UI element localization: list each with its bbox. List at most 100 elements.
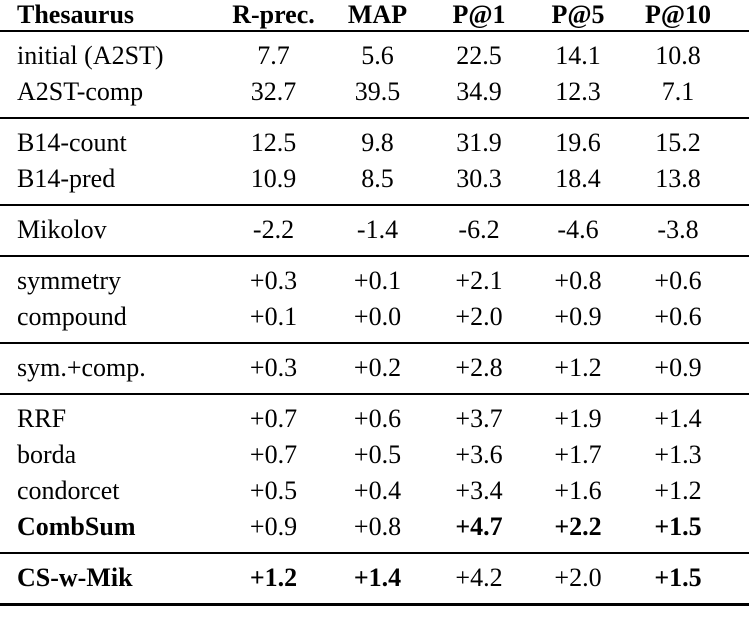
column-header-map: MAP [325,0,430,32]
value-cell: 9.8 [361,128,394,157]
table-row: B14-count 12.5 9.8 31.9 19.6 15.2 [0,118,749,161]
value-cell: +3.6 [455,440,503,469]
value-cell: 19.6 [555,128,601,157]
value-cell: 14.1 [555,41,601,70]
value-cell: +0.9 [222,509,325,554]
value-cell: 13.8 [628,161,728,206]
column-header-p-1: P@1 [430,0,528,32]
value-cell: +0.3 [249,266,298,295]
table-row: CS-w-Mik +1.2 +1.4 +4.2 +2.0 +1.5 [0,553,749,606]
row-spacer [728,118,749,161]
table-row: initial (A2ST) 7.7 5.6 22.5 14.1 10.8 [0,31,749,74]
value-cell: +3.4 [455,476,503,505]
row-group: symmetry +0.3 +0.1 +2.1 +0.8 +0.6 compound +0.1… [0,256,749,344]
value-cell: +1.5 [628,553,728,606]
value-cell: +0.3 [222,343,325,395]
value-cell: +2.0 [430,299,528,344]
value-cell: 10.9 [222,161,325,206]
row-label: B14-count [17,128,127,157]
value-cell: +1.4 [654,404,702,433]
value-cell: +0.7 [249,404,298,433]
row-spacer [728,256,749,299]
value-cell: 22.5 [456,41,502,70]
value-cell: 5.6 [361,41,394,70]
value-cell: +0.2 [325,343,430,395]
value-cell: +0.9 [628,343,728,395]
table-row: A2ST-comp 32.7 39.5 34.9 12.3 7.1 [0,74,749,119]
table-row: compound +0.1 +0.0 +2.0 +0.9 +0.6 [0,299,749,344]
row-label: CS-w-Mik [0,553,222,606]
row-label: compound [0,299,222,344]
table-row: CombSum +0.9 +0.8 +4.7 +2.2 +1.5 [0,509,749,554]
value-cell: +0.5 [249,476,298,505]
value-cell: +0.4 [353,476,402,505]
row-label: B14-pred [0,161,222,206]
column-header-p-10: P@10 [628,0,728,32]
row-label: Mikolov [0,205,222,257]
value-cell: +0.1 [353,266,402,295]
row-spacer [728,299,749,344]
value-cell: -6.2 [430,205,528,257]
value-cell: +1.7 [554,440,602,469]
row-spacer [728,74,749,119]
value-cell: 18.4 [528,161,628,206]
value-cell: +1.4 [325,553,430,606]
table-row: symmetry +0.3 +0.1 +2.1 +0.8 +0.6 [0,256,749,299]
row-group: sym.+comp. +0.3 +0.2 +2.8 +1.2 +0.9 [0,343,749,395]
value-cell: +0.8 [554,266,602,295]
value-cell: 12.5 [250,128,297,157]
row-spacer [728,161,749,206]
row-spacer [728,473,749,509]
row-group: B14-count 12.5 9.8 31.9 19.6 15.2 B14-pred 10.9… [0,118,749,206]
value-cell: +2.1 [455,266,503,295]
value-cell: 30.3 [430,161,528,206]
value-cell: -1.4 [325,205,430,257]
column-header-p-5: P@5 [528,0,628,32]
row-spacer [728,509,749,554]
value-cell: +1.9 [554,404,602,433]
row-label: A2ST-comp [0,74,222,119]
value-cell: +2.8 [430,343,528,395]
value-cell: -4.6 [528,205,628,257]
value-cell: +2.2 [528,509,628,554]
table-row: RRF +0.7 +0.6 +3.7 +1.9 +1.4 [0,394,749,437]
table-row: condorcet +0.5 +0.4 +3.4 +1.6 +1.2 [0,473,749,509]
row-spacer [728,394,749,437]
value-cell: +1.3 [654,440,702,469]
row-spacer [728,437,749,473]
value-cell: +1.2 [222,553,325,606]
column-header-r-prec: R-prec. [222,0,325,32]
value-cell: 7.1 [628,74,728,119]
value-cell: 7.7 [257,41,290,70]
value-cell: 39.5 [325,74,430,119]
row-label: sym.+comp. [0,343,222,395]
row-spacer [728,205,749,257]
row-spacer [728,31,749,74]
row-spacer [728,553,749,606]
value-cell: -2.2 [222,205,325,257]
value-cell: 31.9 [456,128,502,157]
value-cell: -3.8 [628,205,728,257]
value-cell: +0.6 [628,299,728,344]
results-table: Thesaurus R-prec. MAP P@1 P@5 P@10 initial (A… [0,0,749,606]
row-group: RRF +0.7 +0.6 +3.7 +1.9 +1.4 borda +0.7 +0.5 +3.6… [0,394,749,554]
value-cell: 15.2 [655,128,701,157]
table-row: Mikolov -2.2 -1.4 -6.2 -4.6 -3.8 [0,205,749,257]
value-cell: 12.3 [528,74,628,119]
value-cell: +4.7 [430,509,528,554]
value-cell: +1.2 [528,343,628,395]
value-cell: +0.0 [325,299,430,344]
header-row: Thesaurus R-prec. MAP P@1 P@5 P@10 [0,0,749,32]
value-cell: +0.7 [249,440,298,469]
row-group: Mikolov -2.2 -1.4 -6.2 -4.6 -3.8 [0,205,749,257]
row-group: initial (A2ST) 7.7 5.6 22.5 14.1 10.8 A2ST-com… [0,31,749,119]
value-cell: +0.6 [654,266,702,295]
header-spacer [728,0,749,32]
table-row: B14-pred 10.9 8.5 30.3 18.4 13.8 [0,161,749,206]
row-label: RRF [17,404,67,433]
row-group: CS-w-Mik +1.2 +1.4 +4.2 +2.0 +1.5 [0,553,749,606]
row-label: symmetry [17,266,121,295]
row-label: borda [17,440,77,469]
value-cell: +0.9 [528,299,628,344]
